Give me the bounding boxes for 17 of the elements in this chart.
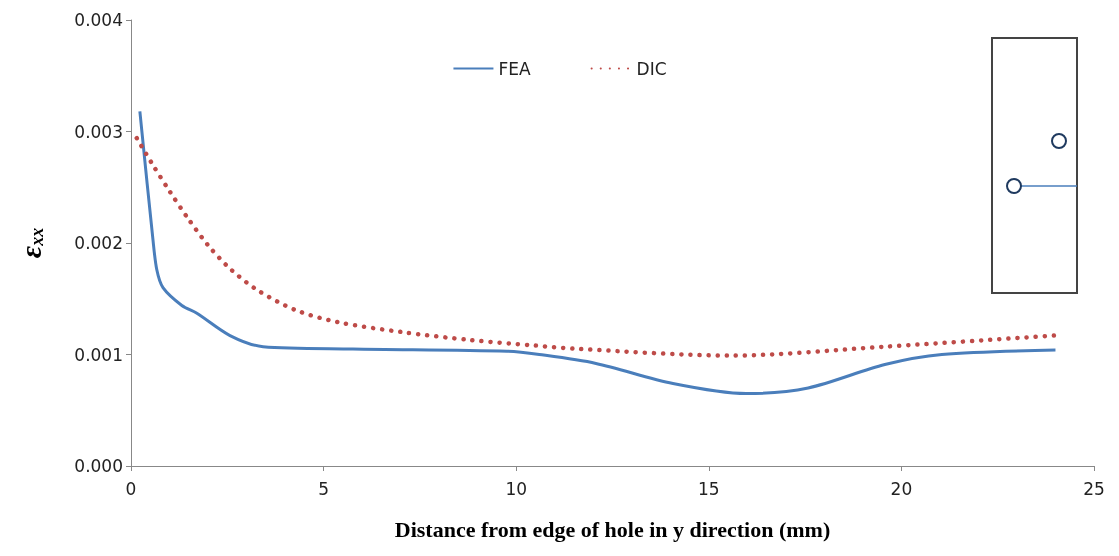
x-tick-label: 0 bbox=[125, 478, 137, 499]
x-tick-label: 5 bbox=[318, 478, 330, 499]
line-series bbox=[138, 109, 1057, 396]
x-axis-title: Distance from edge of hole in y direction (mm) bbox=[394, 516, 831, 542]
y-tick-label: 0.002 bbox=[74, 233, 123, 253]
y-axis-title: εxx bbox=[13, 227, 47, 259]
line-series bbox=[134, 135, 1057, 358]
x-tick-label: 15 bbox=[697, 478, 720, 499]
x-tick-label: 20 bbox=[890, 478, 913, 499]
y-tick-label: 0.003 bbox=[74, 121, 123, 142]
legend-label: FEA bbox=[498, 58, 531, 79]
x-tick-label: 10 bbox=[505, 478, 528, 499]
y-tick-label: 0.001 bbox=[74, 344, 123, 365]
y-tick-label: 0.004 bbox=[74, 10, 123, 30]
y-tick-label: 0.000 bbox=[74, 456, 123, 476]
legend-label: DIC bbox=[636, 58, 667, 79]
x-tick-label: 25 bbox=[1083, 478, 1105, 499]
